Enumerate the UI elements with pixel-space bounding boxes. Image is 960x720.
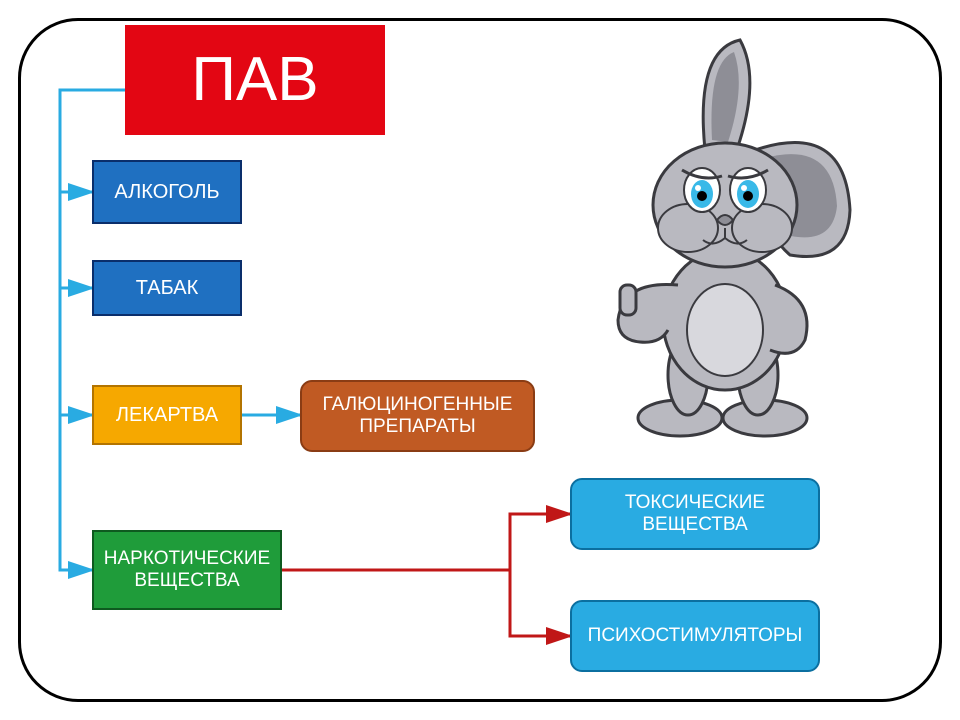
node-tobacco-label: ТАБАК [136,277,199,300]
node-alcohol: АЛКОГОЛЬ [92,160,242,224]
node-root-label: ПАВ [191,44,318,115]
node-drugs-label: НАРКОТИЧЕСКИЕ ВЕЩЕСТВА [98,548,276,592]
node-root: ПАВ [125,25,385,135]
node-hallucinogens: ГАЛЮЦИНОГЕННЫЕ ПРЕПАРАТЫ [300,380,535,452]
node-toxic: ТОКСИЧЕСКИЕ ВЕЩЕСТВА [570,478,820,550]
node-psycho-label: ПСИХОСТИМУЛЯТОРЫ [588,625,803,647]
node-meds-label: ЛЕКАРТВА [116,404,218,427]
node-toxic-label: ТОКСИЧЕСКИЕ ВЕЩЕСТВА [576,492,814,536]
node-hallu-label: ГАЛЮЦИНОГЕННЫЕ ПРЕПАРАТЫ [306,394,529,438]
node-alcohol-label: АЛКОГОЛЬ [114,181,219,204]
node-meds: ЛЕКАРТВА [92,385,242,445]
node-psychostim: ПСИХОСТИМУЛЯТОРЫ [570,600,820,672]
node-tobacco: ТАБАК [92,260,242,316]
node-drugs: НАРКОТИЧЕСКИЕ ВЕЩЕСТВА [92,530,282,610]
rabbit-icon [560,30,890,440]
